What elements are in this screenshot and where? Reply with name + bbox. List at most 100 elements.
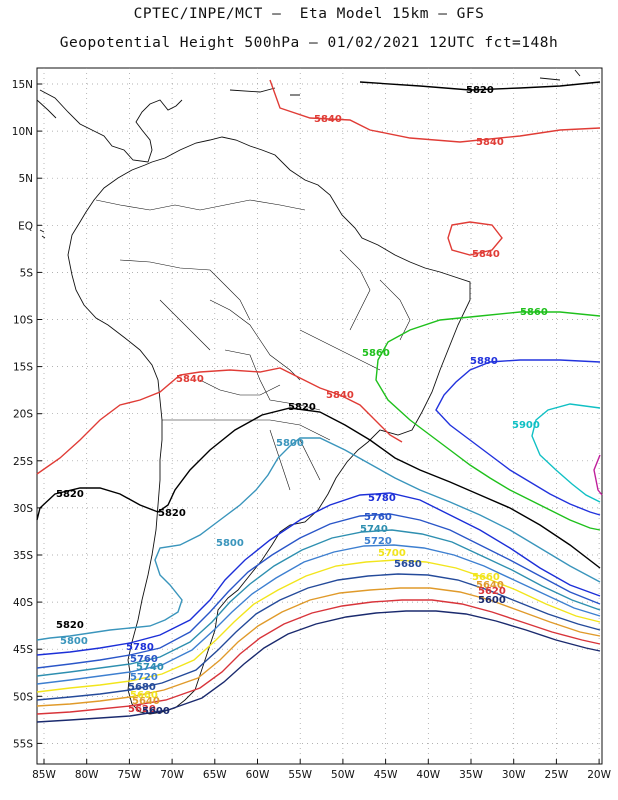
contour-5860: [375, 311, 601, 531]
lon-label: 85W: [32, 769, 56, 781]
lon-label: 20W: [587, 769, 611, 781]
lat-label: 5N: [18, 173, 33, 185]
contour-5780: [36, 492, 601, 656]
coastlines: [36, 69, 581, 715]
lat-label: 5S: [20, 267, 34, 279]
lon-label: 45W: [374, 769, 398, 781]
country-borders: [95, 199, 411, 491]
contour-label-5820: 5820: [466, 85, 494, 96]
contour-5680: [36, 573, 601, 701]
galapagos: [39, 229, 46, 239]
contour-label-5760: 5760: [364, 512, 392, 523]
contour-5840-closed: [447, 221, 503, 256]
lat-label: 15S: [13, 362, 33, 374]
lon-label: 65W: [203, 769, 227, 781]
lat-label: 55S: [13, 738, 33, 750]
lat-label: EQ: [18, 220, 33, 232]
contour-5800: [36, 437, 601, 641]
axis-ticks: [37, 83, 600, 764]
lon-label: 40W: [416, 769, 440, 781]
contour-label-5800: 5800: [216, 538, 244, 549]
contour-label-5900: 5900: [512, 420, 540, 431]
contour-label-5820: 5820: [158, 508, 186, 519]
contour-label-5640: 5640: [476, 580, 504, 591]
lon-label: 35W: [459, 769, 483, 781]
contour-label-5880: 5880: [470, 356, 498, 367]
contour-5760: [36, 513, 601, 669]
graticule-grid: [37, 68, 602, 764]
contour-label-5720: 5720: [130, 672, 158, 683]
lon-label: 70W: [160, 769, 184, 781]
contour-label-5680: 5680: [394, 559, 422, 570]
lon-label: 75W: [118, 769, 142, 781]
contour-label-5800: 5800: [276, 438, 304, 449]
contour-5880: [435, 359, 601, 516]
contour-label-5860: 5860: [362, 348, 390, 359]
contour-label-5800: 5800: [60, 636, 88, 647]
contour-label-5780: 5780: [126, 642, 154, 653]
contour-5720: [36, 544, 601, 685]
lon-label: 30W: [502, 769, 526, 781]
contour-5820-middle: [36, 407, 601, 569]
map-title: CPTEC/INPE/MCT – Eta Model 15km – GFS: [133, 6, 485, 22]
contour-5920: [593, 454, 603, 496]
contour-labels: 5820 5840 5840 5840 5860 5860 5880 5900 …: [56, 85, 548, 717]
contour-label-5840: 5840: [314, 114, 342, 125]
contour-label-5620: 5620: [128, 704, 156, 715]
map-subtitle: Geopotential Height 500hPa – 01/02/2021 …: [59, 35, 559, 51]
contour-label-5680: 5680: [128, 682, 156, 693]
contour-5840-middle: [36, 367, 403, 475]
longitude-labels: 85W 80W 75W 70W 65W 60W 55W 50W 45W 40W 35W 30W 25W 2…: [32, 769, 611, 781]
lat-label: 15N: [12, 79, 33, 91]
contour-label-5840: 5840: [476, 137, 504, 148]
lat-label: 40S: [13, 597, 33, 609]
contour-label-5860: 5860: [520, 307, 548, 318]
contour-label-5620: 5620: [478, 586, 506, 597]
contour-label-5780: 5780: [368, 493, 396, 504]
contour-5620: [36, 599, 601, 715]
contour-label-5660: 5660: [472, 572, 500, 583]
contour-label-5740: 5740: [360, 524, 388, 535]
contour-lines: [36, 79, 603, 723]
mexico-gulf-coast: [36, 99, 57, 119]
contour-5660: [36, 587, 601, 707]
contour-label-5660: 5660: [130, 690, 158, 701]
lat-label: 30S: [13, 503, 33, 515]
contour-label-5820: 5820: [288, 402, 316, 413]
south-america-coast: [67, 136, 471, 715]
lat-label: 20S: [13, 409, 33, 421]
contour-label-5640: 5640: [132, 696, 160, 707]
lon-label: 55W: [288, 769, 312, 781]
contour-label-5820: 5820: [56, 489, 84, 500]
contour-label-5820: 5820: [56, 620, 84, 631]
latitude-labels: 15N 10N 5N EQ 5S 10S 15S 20S 25S 30S 35S 40S 45S 50S 5…: [12, 79, 34, 750]
central-america-coast: [39, 89, 183, 163]
contour-label-5720: 5720: [364, 536, 392, 547]
map-frame: [36, 67, 603, 765]
contour-5700: [36, 559, 601, 693]
lat-label: 10S: [13, 315, 33, 327]
lat-label: 35S: [13, 550, 33, 562]
lon-label: 25W: [545, 769, 569, 781]
contour-5600: [36, 610, 601, 723]
lon-label: 60W: [246, 769, 270, 781]
contour-label-5840: 5840: [176, 374, 204, 385]
contour-label-5760: 5760: [130, 654, 158, 665]
lat-label: 25S: [13, 456, 33, 468]
lon-label: 50W: [331, 769, 355, 781]
contour-5840-north: [269, 79, 601, 143]
lat-label: 50S: [13, 691, 33, 703]
contour-5900: [531, 403, 601, 503]
lat-label: 45S: [13, 644, 33, 656]
contour-label-5840: 5840: [472, 249, 500, 260]
contour-label-5700: 5700: [378, 548, 406, 559]
contour-5740: [36, 529, 601, 677]
contour-label-5600: 5600: [478, 595, 506, 606]
contour-5820-north: [359, 81, 601, 91]
lon-label: 80W: [75, 769, 99, 781]
contour-label-5740: 5740: [136, 662, 164, 673]
contour-label-5840: 5840: [326, 390, 354, 401]
caribbean-islands: [229, 69, 581, 96]
lat-label: 10N: [12, 126, 33, 138]
